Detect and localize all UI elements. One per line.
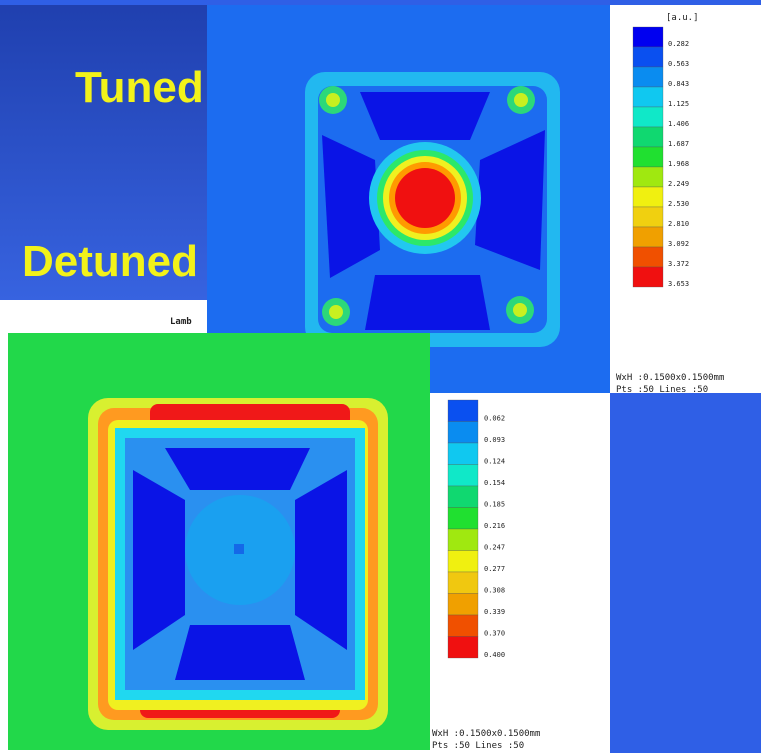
colorbar-label: 0.093 <box>484 436 505 444</box>
colorbar-cell <box>632 46 664 68</box>
colorbar-label: 0.400 <box>484 651 505 659</box>
colorbar-label: 0.308 <box>484 587 505 595</box>
colorbar-cell <box>632 206 664 228</box>
colorbar-cell <box>447 550 479 573</box>
colorbar-label: 1.125 <box>668 100 689 108</box>
detuned-label: Detuned <box>22 237 198 286</box>
colorbar-cell <box>447 399 479 422</box>
colorbar-cell <box>632 106 664 128</box>
colorbar-label: 0.185 <box>484 501 505 509</box>
bottom-colorbar: 0.062 0.093 0.124 0.154 0.185 0.216 0.247 0.277… <box>447 399 505 659</box>
colorbar-label: 3.653 <box>668 280 689 288</box>
colorbar-label: 0.339 <box>484 608 505 616</box>
bottom-footer: WxH :0.1500x0.1500mm <box>432 729 540 739</box>
colorbar-cell <box>632 126 664 148</box>
top-footer: WxH :0.1500x0.1500mm <box>616 373 724 383</box>
colorbar-label: 1.406 <box>668 120 689 128</box>
colorbar-label: 2.249 <box>668 180 689 188</box>
colorbar-cell <box>447 636 479 659</box>
colorbar-cell <box>632 166 664 188</box>
colorbar-label: 0.282 <box>668 40 689 48</box>
colorbar-label: 3.092 <box>668 240 689 248</box>
caption: Lamb <box>170 317 192 327</box>
colorbar-label: 0.216 <box>484 522 505 530</box>
colorbar-cell <box>632 186 664 208</box>
colorbar-label: 0.843 <box>668 80 689 88</box>
colorbar-cell <box>447 528 479 551</box>
colorbar-label: 0.277 <box>484 565 505 573</box>
colorbar-label: 0.370 <box>484 630 505 638</box>
top-colorbar: 0.282 0.563 0.843 1.125 1.406 1.687 1.968 2.249… <box>632 26 689 288</box>
colorbar-cell <box>447 485 479 508</box>
bottom-footer: Pts :50 Lines :50 <box>432 741 524 751</box>
colorbar-label: 2.810 <box>668 220 689 228</box>
colorbar-label: 2.530 <box>668 200 689 208</box>
colorbar-label: 3.372 <box>668 260 689 268</box>
tuned-label: Tuned <box>75 63 204 112</box>
colorbar-cell <box>447 464 479 487</box>
top-footer: Pts :50 Lines :50 <box>616 385 708 395</box>
title-panel <box>0 0 207 300</box>
colorbar-label: 0.062 <box>484 415 505 423</box>
colorbar-cell <box>632 86 664 108</box>
top-heatmap <box>207 5 610 393</box>
colorbar-cell <box>632 146 664 168</box>
colorbar-label: 0.563 <box>668 60 689 68</box>
colorbar-cell <box>447 421 479 444</box>
colorbar-cell <box>632 26 664 48</box>
colorbar-cell <box>447 442 479 465</box>
colorbar-cell <box>632 66 664 88</box>
unit-label: [a.u.] <box>666 13 699 23</box>
bottom-heatmap <box>8 333 430 750</box>
colorbar-label: 0.247 <box>484 544 505 552</box>
colorbar-cell <box>447 593 479 616</box>
colorbar-cell <box>632 226 664 248</box>
colorbar-cell <box>447 507 479 530</box>
colorbar-label: 0.124 <box>484 458 505 466</box>
colorbar-label: 1.687 <box>668 140 689 148</box>
colorbar-label: 0.154 <box>484 479 505 487</box>
top-strip <box>0 0 761 5</box>
colorbar-cell <box>632 266 664 288</box>
colorbar-cell <box>447 614 479 637</box>
colorbar-label: 1.968 <box>668 160 689 168</box>
colorbar-cell <box>447 571 479 594</box>
colorbar-cell <box>632 246 664 268</box>
